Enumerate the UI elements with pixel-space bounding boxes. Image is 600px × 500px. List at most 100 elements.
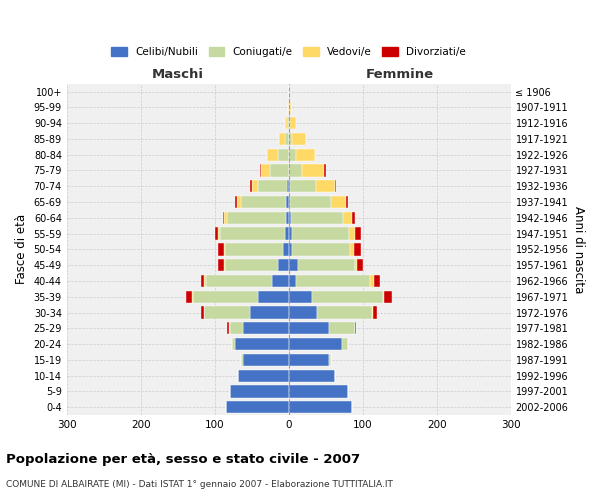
Bar: [374, 275, 380, 287]
Bar: [289, 117, 290, 130]
Bar: [224, 259, 225, 272]
Bar: [329, 322, 355, 334]
Text: Popolazione per età, sesso e stato civile - 2007: Popolazione per età, sesso e stato civil…: [6, 452, 360, 466]
Bar: [355, 228, 361, 240]
Bar: [270, 164, 289, 176]
Bar: [262, 164, 270, 176]
Bar: [225, 244, 283, 256]
Bar: [288, 101, 289, 114]
Bar: [260, 164, 262, 176]
Bar: [313, 290, 383, 303]
Bar: [289, 164, 302, 176]
Bar: [235, 196, 237, 208]
Bar: [220, 228, 285, 240]
Bar: [200, 275, 205, 287]
Bar: [218, 259, 224, 272]
Bar: [289, 101, 291, 114]
Bar: [289, 133, 292, 145]
Bar: [354, 244, 361, 256]
Bar: [289, 228, 292, 240]
Bar: [243, 354, 289, 366]
Bar: [350, 244, 354, 256]
Bar: [218, 244, 224, 256]
Bar: [289, 259, 298, 272]
Bar: [302, 164, 324, 176]
Bar: [206, 275, 272, 287]
Bar: [235, 338, 289, 350]
Bar: [287, 117, 289, 130]
Bar: [243, 322, 289, 334]
Y-axis label: Anni di nascita: Anni di nascita: [572, 206, 585, 293]
Bar: [225, 259, 278, 272]
Bar: [289, 180, 290, 192]
Bar: [250, 180, 252, 192]
Bar: [200, 306, 205, 318]
Bar: [241, 354, 243, 366]
Bar: [287, 180, 289, 192]
Bar: [343, 212, 352, 224]
Bar: [241, 196, 286, 208]
Text: Femmine: Femmine: [365, 68, 434, 82]
Bar: [224, 244, 225, 256]
Bar: [227, 322, 229, 334]
Bar: [289, 354, 329, 366]
Bar: [289, 148, 296, 161]
Bar: [205, 275, 206, 287]
Bar: [324, 164, 326, 176]
Bar: [223, 212, 224, 224]
Legend: Celibi/Nubili, Coniugati/e, Vedovi/e, Divorziati/e: Celibi/Nubili, Coniugati/e, Vedovi/e, Di…: [107, 42, 470, 61]
Bar: [298, 259, 355, 272]
Bar: [289, 401, 352, 413]
Bar: [289, 322, 329, 334]
Bar: [289, 196, 290, 208]
Bar: [289, 338, 342, 350]
Bar: [224, 212, 227, 224]
Bar: [186, 290, 192, 303]
Bar: [289, 244, 292, 256]
Bar: [289, 386, 348, 398]
Bar: [237, 196, 241, 208]
Bar: [349, 228, 355, 240]
Bar: [296, 275, 370, 287]
Text: COMUNE DI ALBAIRATE (MI) - Dati ISTAT 1° gennaio 2007 - Elaborazione TUTTITALIA.: COMUNE DI ALBAIRATE (MI) - Dati ISTAT 1°…: [6, 480, 393, 489]
Bar: [227, 212, 286, 224]
Bar: [317, 306, 372, 318]
Bar: [250, 306, 289, 318]
Bar: [285, 228, 289, 240]
Bar: [278, 259, 289, 272]
Bar: [285, 133, 289, 145]
Bar: [292, 244, 350, 256]
Bar: [289, 306, 317, 318]
Bar: [290, 117, 296, 130]
Bar: [193, 290, 257, 303]
Bar: [279, 133, 285, 145]
Bar: [290, 196, 331, 208]
Bar: [257, 180, 287, 192]
Bar: [230, 386, 289, 398]
Bar: [352, 212, 355, 224]
Bar: [289, 212, 291, 224]
Bar: [384, 290, 392, 303]
Bar: [215, 228, 218, 240]
Bar: [289, 275, 296, 287]
Bar: [292, 228, 349, 240]
Bar: [290, 180, 316, 192]
Bar: [229, 322, 230, 334]
Bar: [289, 370, 335, 382]
Bar: [329, 354, 331, 366]
Bar: [205, 306, 250, 318]
Bar: [192, 290, 193, 303]
Bar: [292, 133, 306, 145]
Bar: [286, 196, 289, 208]
Bar: [291, 212, 343, 224]
Bar: [226, 401, 289, 413]
Bar: [218, 228, 220, 240]
Bar: [283, 244, 289, 256]
Bar: [370, 275, 374, 287]
Bar: [278, 148, 289, 161]
Bar: [355, 259, 358, 272]
Bar: [342, 338, 348, 350]
Bar: [289, 290, 313, 303]
Bar: [285, 117, 287, 130]
Bar: [257, 290, 289, 303]
